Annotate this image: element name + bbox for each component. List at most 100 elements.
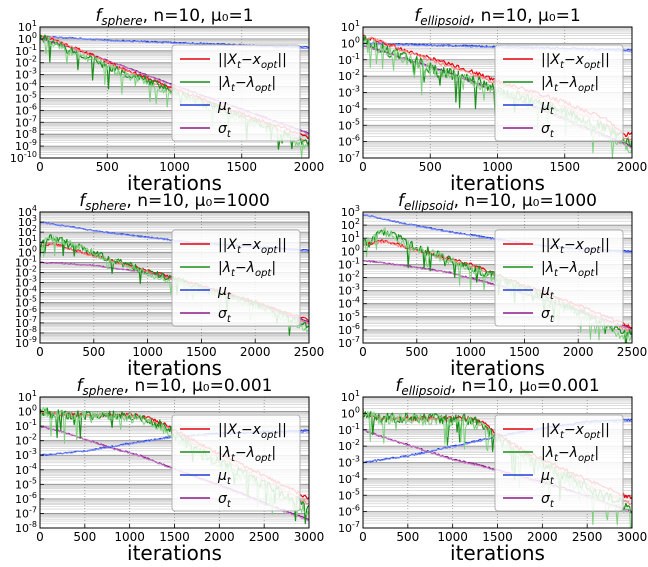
legend-label-4: σt [218,306,232,325]
y-tick-exponent: -3 [352,85,360,94]
y-tick-label: 100 [18,404,37,419]
y-tick-label: 10-6 [338,134,360,149]
y-tick-exponent: 4 [32,204,37,213]
legend-label-2: |λt−λopt| [541,260,599,279]
legend-label-sub: t [227,476,232,487]
legend-box [171,229,301,327]
x-tick-label: 2500 [572,530,603,544]
y-tick-label: 10-2 [338,438,360,453]
legend-label-main: ||X [218,52,237,68]
y-tick-exponent: -1 [29,418,37,427]
legend-label-sub2: opt [584,430,601,441]
legend-label-sub: t [554,268,559,279]
legend-label-main: μ [217,283,227,299]
y-tick-exponent: 1 [32,234,37,243]
legend-label-sub2: opt [255,453,272,464]
legend-label-main: ||X [541,52,560,68]
legend-label-end: | [271,75,276,91]
x-tick-label: 1000 [455,345,486,359]
legend-label-1: ||Xt−xopt|| [541,52,610,71]
legend-label-sub: t [231,83,236,94]
legend-label-sub: t [237,60,242,71]
chart-title: fellipsoid, n=10, μ₀=0.001 [395,376,599,398]
legend-label-3: μt [540,283,555,302]
y-tick-exponent: -3 [352,455,360,464]
legend-label-sub: t [550,499,555,510]
y-tick-exponent: -6 [352,504,360,513]
chart-title-main: f [414,6,423,26]
y-tick-exponent: -8 [29,325,37,334]
y-tick-exponent: -10 [24,150,37,159]
legend-label-3: μt [217,98,232,117]
chart-title-main: f [395,376,404,396]
y-tick-label: 10-2 [15,433,37,448]
y-tick-exponent: -7 [352,150,360,159]
legend-label-sub2: opt [255,268,272,279]
y-tick-exponent: -5 [29,476,37,485]
legend-label-sub: t [227,129,232,140]
y-tick-exponent: -6 [352,134,360,143]
legend-label-sub2: opt [255,83,272,94]
x-tick-label: 1000 [482,160,513,174]
legend-label-sub: t [560,245,565,256]
legend-label-mid: −x [241,237,262,253]
legend-label-1: ||Xt−xopt|| [218,237,287,256]
legend-label-1: ||Xt−xopt|| [218,52,287,71]
legend-label-sub: t [560,60,565,71]
legend-label-main: σ [218,491,228,507]
chart-title-rest: , n=10, μ₀=0.001 [451,376,600,396]
legend-label-end: | [594,260,599,276]
legend-label-mid: −λ [235,75,255,91]
y-tick-exponent: -7 [352,520,360,529]
y-tick-exponent: 1 [355,19,360,28]
y-tick-exponent: -1 [352,422,360,431]
x-tick-label: 2000 [617,160,648,174]
legend-label-main: σ [218,306,228,322]
y-tick-exponent: -6 [29,102,37,111]
legend-box [494,229,624,327]
legend-label-sub: t [550,476,555,487]
legend-label-sub2: opt [584,245,601,256]
chart-title-main: f [95,6,104,26]
y-tick-label: 10-7 [15,505,37,520]
chart-title-rest: , n=10, μ₀=1000 [454,191,597,211]
legend-label-2: |λt−λopt| [541,75,599,94]
legend-label-sub: t [550,106,555,117]
x-tick-label: 0 [36,530,44,544]
legend-label-sub: t [237,245,242,256]
y-tick-exponent: -7 [29,315,37,324]
legend-label-2: |λt−λopt| [218,260,276,279]
legend-label-main: ||X [218,237,237,253]
x-tick-label: 2000 [563,345,594,359]
y-tick-label: 10-1 [338,52,360,67]
y-tick-exponent: -6 [352,322,360,331]
x-axis-label: iterations [450,356,545,380]
legend-label-main: σ [541,491,551,507]
y-tick-exponent: 1 [355,230,360,239]
y-tick-exponent: -7 [352,335,360,344]
legend-box [494,44,624,142]
legend-label-2: |λt−λopt| [541,445,599,464]
y-tick-exponent: -2 [352,270,360,279]
legend-label-3: μt [540,468,555,487]
x-tick-label: 1500 [226,160,257,174]
chart-title: fellipsoid, n=10, μ₀=1 [414,6,581,28]
x-tick-label: 500 [419,160,442,174]
x-tick-label: 2500 [249,530,280,544]
legend-label-main: μ [217,468,227,484]
legend-box [171,414,301,512]
chart-title: fsphere, n=10, μ₀=1 [95,6,253,28]
x-tick-label: 1000 [437,530,468,544]
y-tick-label: 10-5 [338,117,360,132]
x-tick-label: 2000 [204,530,235,544]
x-tick-label: 1500 [482,530,513,544]
x-axis-label: iterations [450,171,545,195]
legend-label-end: || [600,422,609,438]
legend-label-3: μt [540,98,555,117]
legend-label-sub: t [560,430,565,441]
y-tick-exponent: -3 [29,447,37,456]
legend-label-end: || [600,52,609,68]
legend-box [171,44,301,142]
chart-panel-1: 10-1010-910-810-710-610-510-410-310-210-… [10,6,324,195]
